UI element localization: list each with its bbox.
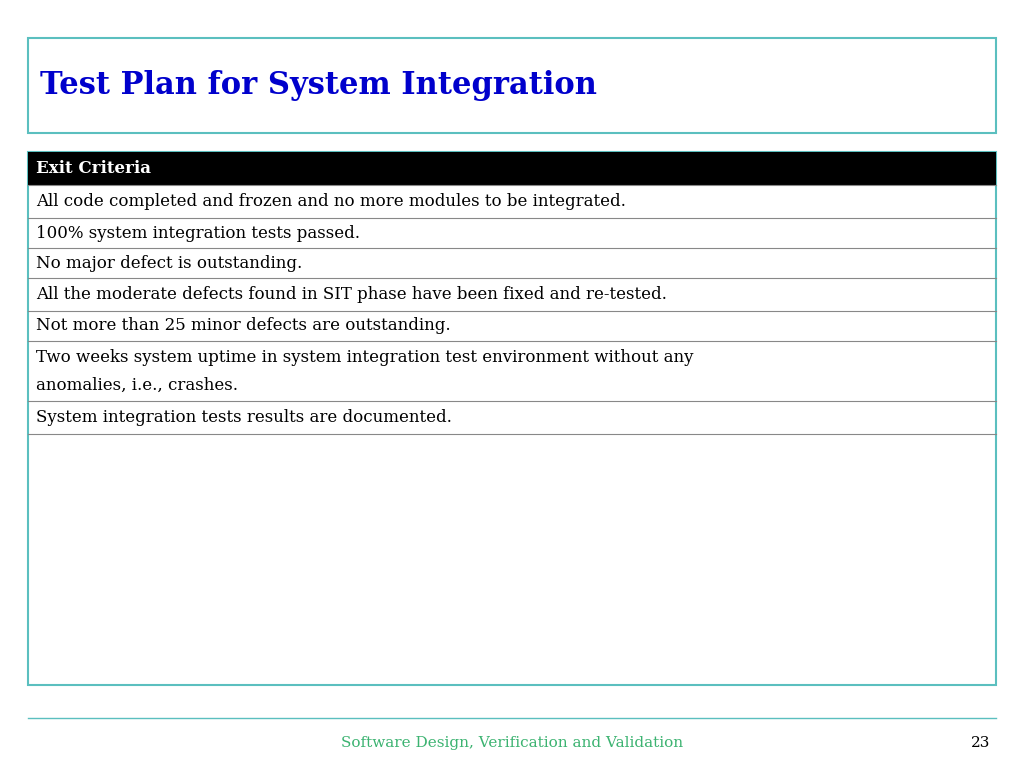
Text: All the moderate defects found in SIT phase have been fixed and re-tested.: All the moderate defects found in SIT ph… <box>36 286 667 303</box>
Text: Test Plan for System Integration: Test Plan for System Integration <box>40 70 597 101</box>
Bar <box>28 38 996 133</box>
Bar <box>28 152 996 185</box>
Text: 100% system integration tests passed.: 100% system integration tests passed. <box>36 224 360 241</box>
Text: Two weeks system uptime in system integration test environment without any
anoma: Two weeks system uptime in system integr… <box>36 349 693 393</box>
Text: No major defect is outstanding.: No major defect is outstanding. <box>36 254 302 272</box>
Text: Software Design, Verification and Validation: Software Design, Verification and Valida… <box>341 736 683 750</box>
Text: 23: 23 <box>971 736 990 750</box>
Text: Not more than 25 minor defects are outstanding.: Not more than 25 minor defects are outst… <box>36 317 451 335</box>
Text: All code completed and frozen and no more modules to be integrated.: All code completed and frozen and no mor… <box>36 193 626 210</box>
Bar <box>28 152 996 685</box>
Text: System integration tests results are documented.: System integration tests results are doc… <box>36 409 452 426</box>
Text: Exit Criteria: Exit Criteria <box>36 160 151 177</box>
